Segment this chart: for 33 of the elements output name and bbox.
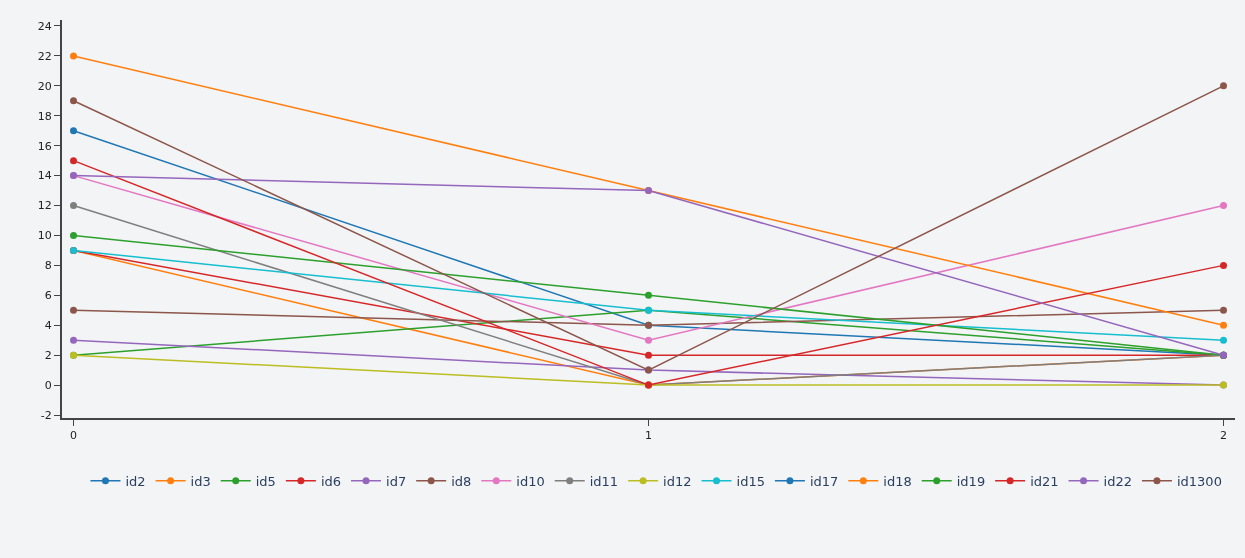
y-tick-label: 18 bbox=[37, 109, 52, 123]
x-tick-label: 2 bbox=[1220, 429, 1227, 443]
legend-label: id18 bbox=[883, 473, 912, 489]
legend-label: id10 bbox=[516, 473, 545, 489]
y-tick-label: 8 bbox=[44, 259, 52, 273]
y-tick-label: 12 bbox=[37, 199, 52, 213]
y-tick-label: 16 bbox=[37, 139, 52, 153]
y-tick-label: 22 bbox=[37, 49, 52, 63]
y-tick-label: -2 bbox=[40, 408, 52, 422]
y-tick-label: 4 bbox=[44, 319, 52, 333]
legend-label: id15 bbox=[736, 473, 765, 489]
y-tick-label: 24 bbox=[37, 19, 52, 33]
legend-label: id21 bbox=[1030, 473, 1059, 489]
y-tick-label: 10 bbox=[37, 229, 52, 243]
legend-label: id3 bbox=[190, 473, 211, 489]
legend-label: id1300 bbox=[1176, 473, 1222, 489]
x-tick-label: 0 bbox=[70, 429, 77, 443]
legend-label: id8 bbox=[451, 473, 472, 489]
y-tick-label: 0 bbox=[44, 378, 52, 392]
y-tick-label: 2 bbox=[44, 349, 52, 363]
y-tick-label: 14 bbox=[37, 169, 52, 183]
legend-label: id12 bbox=[663, 473, 692, 489]
y-tick-label: 20 bbox=[37, 79, 52, 93]
legend-label: id5 bbox=[255, 473, 276, 489]
legend-label: id19 bbox=[956, 473, 986, 489]
legend-label: id22 bbox=[1103, 473, 1132, 489]
legend-label: id7 bbox=[386, 473, 407, 489]
x-tick-label: 1 bbox=[645, 429, 652, 443]
legend-label: id2 bbox=[125, 473, 146, 489]
legend-label: id17 bbox=[809, 473, 839, 489]
y-tick-label: 6 bbox=[44, 289, 52, 303]
legend-label: id6 bbox=[320, 473, 342, 489]
legend-label: id11 bbox=[589, 473, 619, 489]
